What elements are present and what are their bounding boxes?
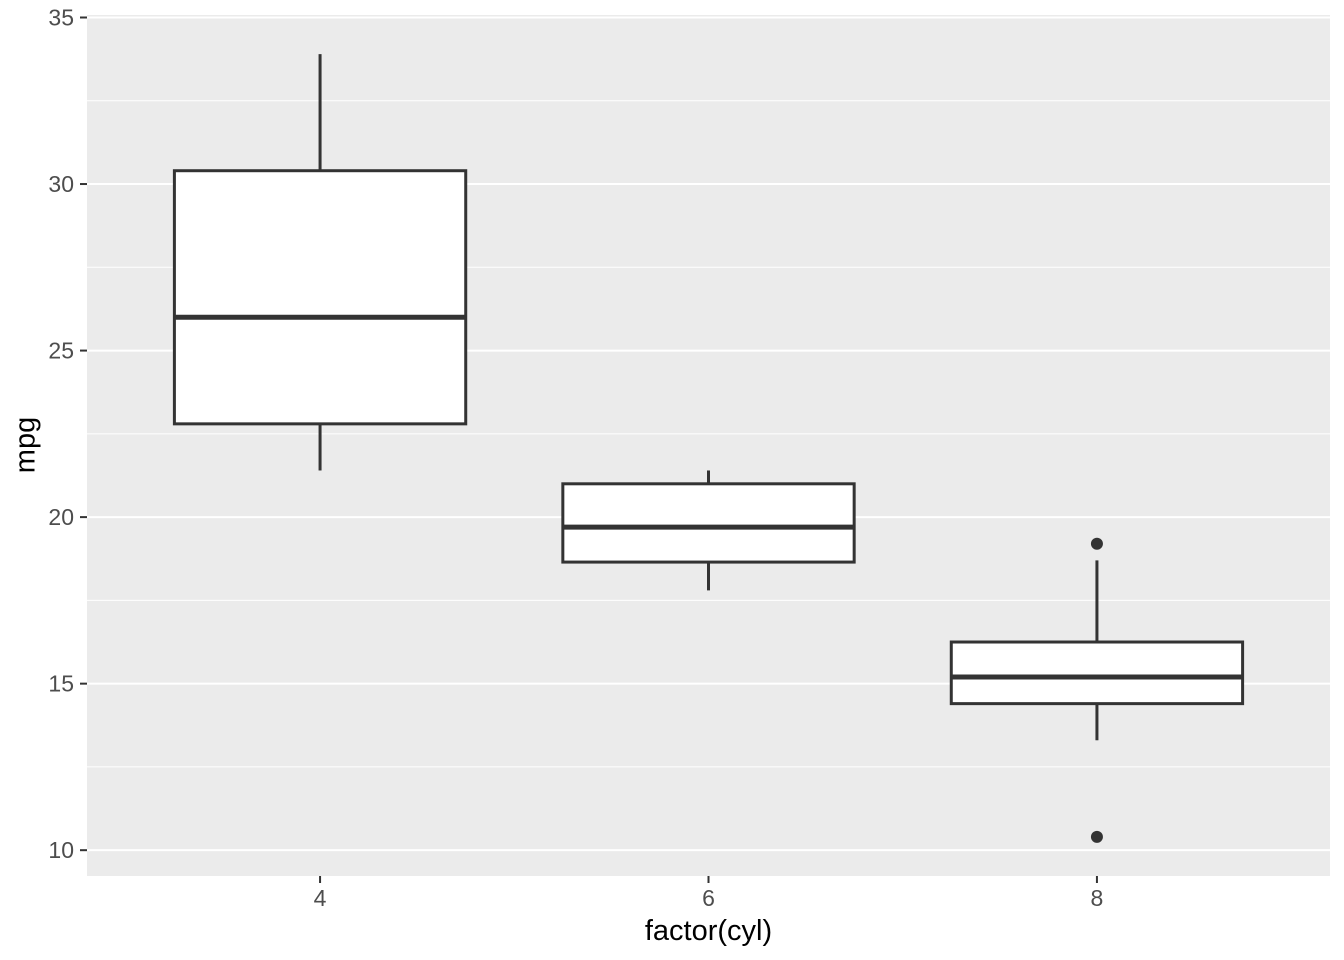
boxplot-4-box: [172, 169, 468, 426]
x-axis-title: factor(cyl): [644, 915, 773, 947]
x-tick-label: 4: [314, 885, 327, 911]
y-tick-label: 10: [48, 837, 74, 863]
x-tick-label: 8: [1091, 885, 1104, 911]
x-tick-label: 6: [702, 885, 715, 911]
y-axis-title: mpg: [9, 416, 42, 474]
y-tick-label: 20: [48, 504, 74, 530]
boxplot-6-box: [561, 482, 856, 564]
y-tick-label: 15: [48, 671, 74, 697]
boxplot-8-outlier: [1090, 537, 1103, 550]
boxplot-8-box: [949, 640, 1245, 706]
y-tick-label: 25: [48, 338, 74, 364]
plot-panel: [87, 15, 1330, 876]
y-tick-label: 35: [48, 4, 74, 30]
boxplot-8-outlier: [1090, 830, 1103, 843]
y-tick-label: 30: [48, 171, 74, 197]
